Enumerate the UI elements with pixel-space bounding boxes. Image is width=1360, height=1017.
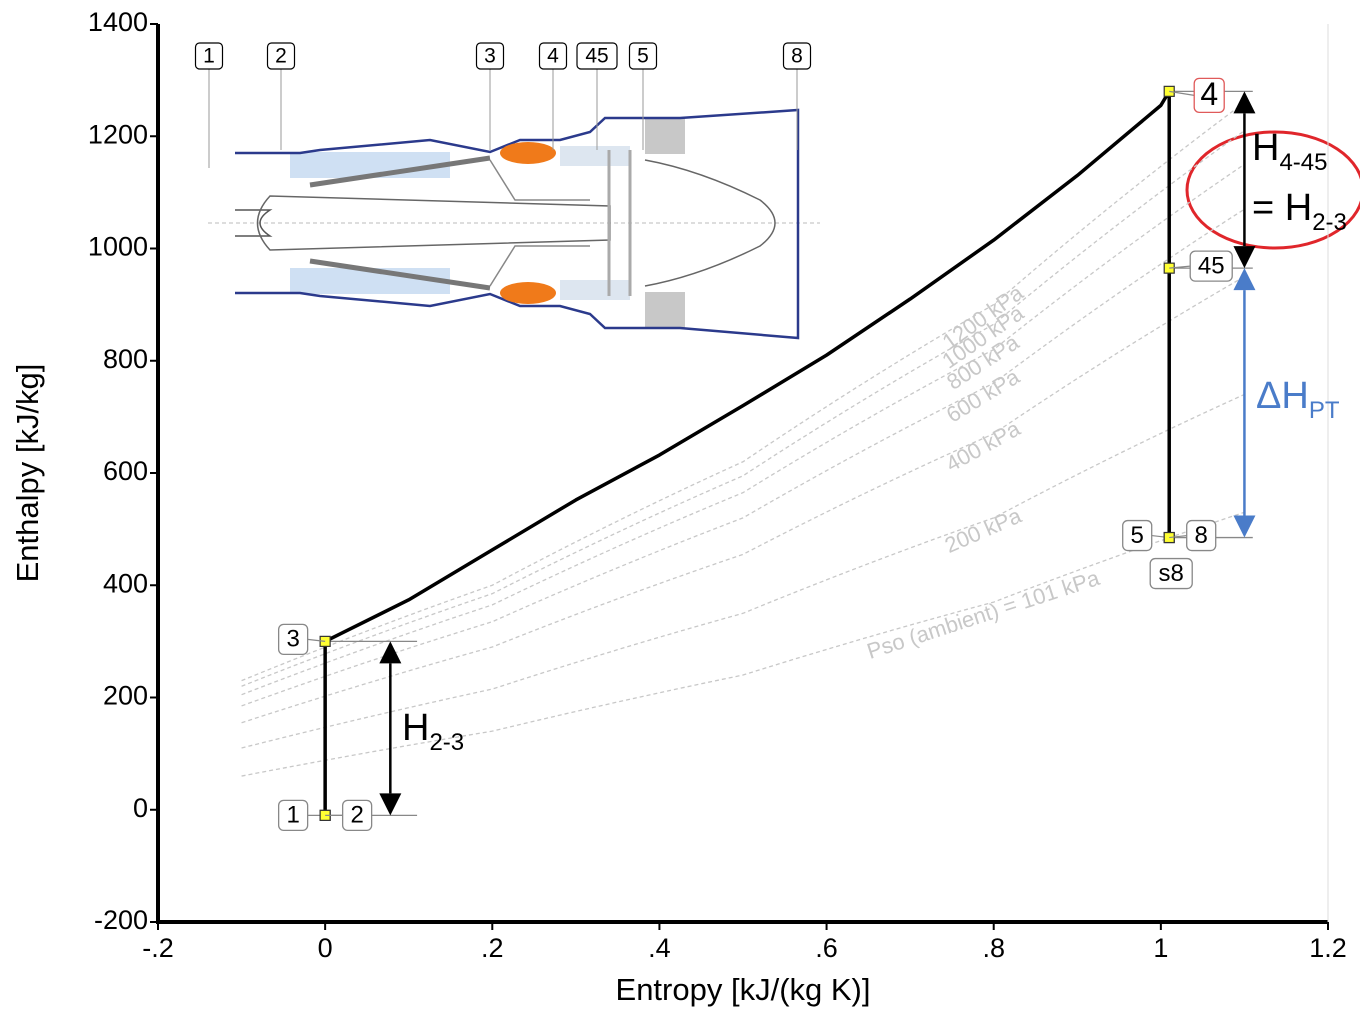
arrow-head <box>1233 91 1255 113</box>
y-tick-label: 200 <box>103 681 148 711</box>
x-tick-label: .8 <box>982 933 1005 963</box>
y-tick-label: -200 <box>94 905 148 935</box>
arrow-head <box>1233 246 1255 268</box>
y-tick-label: 1000 <box>88 232 148 262</box>
station-label: 5 <box>637 45 649 68</box>
annotation-subscript: 2-3 <box>429 729 464 756</box>
station-label: 2 <box>275 45 287 68</box>
annotation-text: H <box>402 707 429 749</box>
y-tick-label: 400 <box>103 568 148 598</box>
x-tick-label: 1.2 <box>1309 933 1347 963</box>
arrow-head <box>379 793 401 815</box>
annotation: = H2-3 <box>1252 187 1347 236</box>
annotation-subscript: 4-45 <box>1279 149 1327 176</box>
annotation-text: = H <box>1252 187 1312 229</box>
y-tick-label: 0 <box>133 793 148 823</box>
station-label: 3 <box>484 45 496 68</box>
isobar <box>242 164 1245 694</box>
state-label: 1 <box>286 802 299 829</box>
state-label: 4 <box>1200 76 1218 112</box>
arrow <box>379 641 401 815</box>
station-label: 45 <box>585 45 608 68</box>
x-tick-label: 0 <box>318 933 333 963</box>
state-label: 2 <box>350 802 363 829</box>
x-axis-label: Entropy [kJ/(kg K)] <box>616 972 871 1007</box>
arrow <box>1233 268 1255 537</box>
state-label: 5 <box>1131 522 1144 549</box>
isobar <box>242 512 1245 776</box>
arrow-head <box>1233 516 1255 538</box>
x-tick-label: .6 <box>815 933 838 963</box>
x-tick-label: -.2 <box>142 933 174 963</box>
x-tick-label: .2 <box>481 933 504 963</box>
annotation-text: ΔH <box>1256 375 1309 417</box>
engine-schematic: 1 2 3 4 45 5 8 <box>196 43 821 338</box>
state-label: 45 <box>1198 252 1225 279</box>
annotation-subscript: 2-3 <box>1312 209 1347 236</box>
arrow-head <box>379 641 401 663</box>
chart: 12344558 1200 kPa1000 kPa800 kPa600 kPa4… <box>0 0 1360 1017</box>
state-label: 3 <box>286 626 299 653</box>
x-tick-label: .4 <box>648 933 671 963</box>
state-label: s8 <box>1159 560 1184 587</box>
station-label: 4 <box>547 45 559 68</box>
isobar <box>242 131 1245 687</box>
annotation-text: H <box>1252 127 1279 169</box>
isobar-label: Pso (ambient) = 101 kPa <box>864 565 1103 664</box>
y-tick-label: 600 <box>103 456 148 486</box>
annotation: H4-45 <box>1252 127 1328 176</box>
isobar-label: 200 kPa <box>941 502 1026 558</box>
annotation-subscript: PT <box>1309 397 1340 424</box>
isobar <box>242 103 1245 681</box>
station-label: 8 <box>791 45 803 68</box>
state-label: 8 <box>1195 522 1208 549</box>
annotation: ΔHPT <box>1256 375 1340 424</box>
x-tick-label: 1 <box>1153 933 1168 963</box>
cycle-line <box>325 91 1169 815</box>
y-tick-label: 1200 <box>88 119 148 149</box>
y-tick-label: 800 <box>103 344 148 374</box>
y-axis-label: Enthalpy [kJ/kg] <box>10 364 45 583</box>
annotation: H2-3 <box>402 707 464 756</box>
arrow-head <box>1233 268 1255 290</box>
station-label: 1 <box>203 45 215 68</box>
y-tick-label: 1400 <box>88 7 148 37</box>
